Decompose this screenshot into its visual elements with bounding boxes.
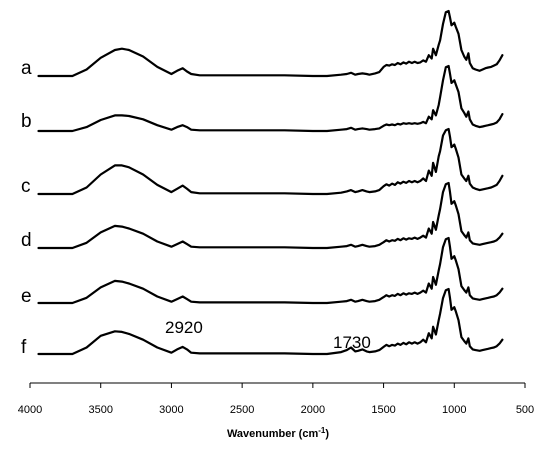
series-label-c: c [21,176,31,197]
x-tick-label-4000: 4000 [18,404,42,416]
series-label-b: b [21,111,32,132]
series-line-e [37,236,504,305]
series-line-d [37,181,504,250]
annotation-1730: 1730 [333,333,371,352]
peak-annotations: 2920 1730 [165,318,371,352]
series-label-f: f [21,337,27,358]
x-tick-label-500: 500 [516,404,534,416]
x-tick-label-2000: 2000 [301,404,325,416]
x-tick-label-3500: 3500 [88,404,112,416]
x-tick-label-2500: 2500 [230,404,254,416]
x-tick-label-3000: 3000 [159,404,183,416]
series-label-d: d [21,230,32,251]
series-label-e: e [21,286,32,307]
series-labels: a b c d e f [21,58,32,358]
series-line-b [37,64,504,133]
spectra-traces [37,9,504,356]
series-line-f [37,287,504,356]
x-tick-label-1000: 1000 [442,404,466,416]
series-line-a [37,9,504,78]
x-axis-title: Wavenumber (cm-1) [227,426,329,440]
series-label-a: a [21,58,32,79]
annotation-2920: 2920 [165,318,203,337]
series-line-c [37,127,504,196]
x-tick-label-1500: 1500 [371,404,395,416]
x-axis-ticks: 4000 3500 3000 2500 2000 1500 1000 500 [18,383,534,416]
